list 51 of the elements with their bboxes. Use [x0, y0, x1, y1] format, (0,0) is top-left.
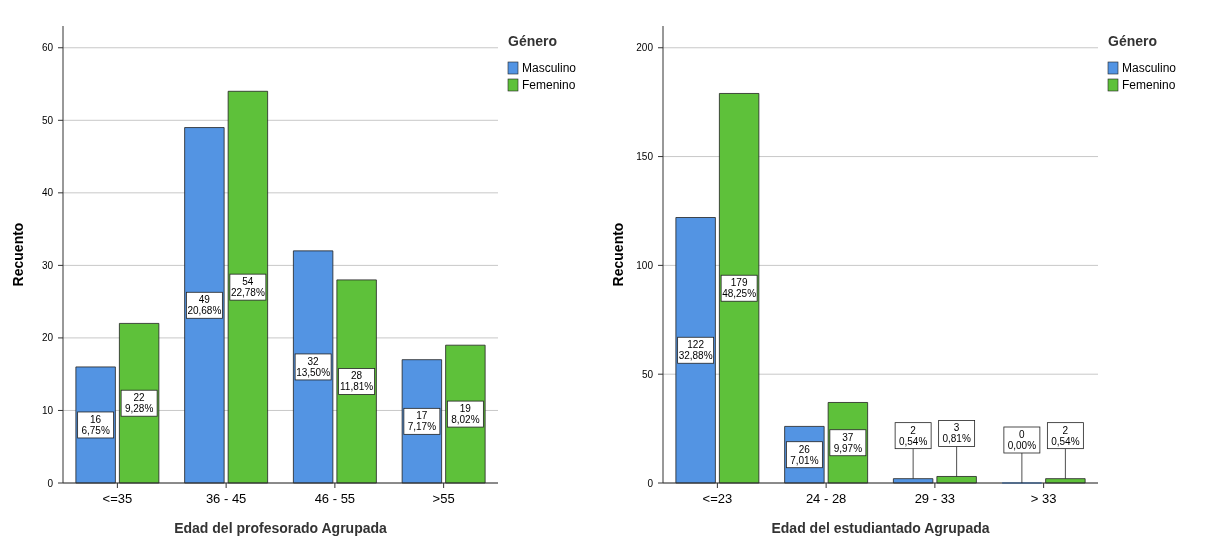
legend-label: Femenino — [1122, 78, 1176, 92]
y-tick-label: 200 — [636, 42, 654, 54]
y-tick-label: 150 — [636, 151, 654, 163]
y-tick-label: 0 — [647, 477, 654, 489]
y-axis-title: Recuento — [610, 222, 626, 287]
data-label: 179 48,25% — [722, 277, 757, 300]
x-tick-label: <=23 — [702, 491, 733, 506]
y-tick-label: 50 — [41, 114, 54, 126]
data-label: 3 0,81% — [942, 422, 971, 445]
x-tick-label: 36 - 45 — [205, 491, 247, 506]
bar — [675, 217, 716, 484]
y-tick-label: 0 — [47, 477, 54, 489]
legend-label: Femenino — [522, 78, 576, 92]
bar — [227, 90, 269, 484]
y-tick-label: 10 — [41, 404, 54, 416]
data-label: 19 8,02% — [451, 403, 480, 426]
legend-label: Masculino — [522, 61, 577, 75]
y-tick-label: 40 — [41, 187, 54, 199]
x-axis-title: Edad del estudiantado Agrupada — [771, 520, 990, 536]
legend-label: Masculino — [1122, 61, 1177, 75]
y-tick-label: 60 — [41, 42, 54, 54]
legend-title: Género — [1108, 33, 1158, 49]
x-tick-label: > 33 — [1030, 491, 1057, 506]
y-tick-label: 50 — [641, 368, 654, 380]
x-tick-label: 24 - 28 — [805, 491, 847, 506]
data-label: 32 13,50% — [296, 355, 331, 378]
legend-title: Género — [508, 33, 558, 49]
data-label: 17 7,17% — [407, 410, 437, 433]
y-axis-title: Recuento — [10, 222, 26, 287]
x-tick-label: 46 - 55 — [314, 491, 356, 506]
y-tick-label: 100 — [636, 259, 654, 271]
bar — [292, 250, 334, 484]
data-label: 54 22,78% — [230, 276, 265, 299]
data-label: 28 11,81% — [340, 370, 374, 393]
data-label: 122 32,88% — [678, 339, 713, 362]
data-label: 0 0,00% — [1007, 429, 1037, 451]
bar — [184, 127, 225, 484]
x-tick-label: >55 — [432, 491, 455, 506]
data-label: 22 9,28% — [124, 392, 154, 415]
x-tick-label: <=35 — [102, 491, 133, 506]
x-tick-label: 29 - 33 — [914, 491, 956, 506]
data-label: 26 7,01% — [790, 443, 819, 466]
bar — [718, 93, 760, 484]
y-tick-label: 30 — [41, 259, 54, 271]
y-tick-label: 20 — [41, 332, 54, 344]
data-label: 16 6,75% — [81, 413, 110, 436]
data-label: 2 0,54% — [898, 424, 928, 447]
x-axis-title: Edad del profesorado Agrupada — [174, 520, 388, 536]
data-label: 2 0,54% — [1051, 424, 1080, 447]
data-label: 37 9,97% — [833, 431, 863, 454]
data-label: 49 20,68% — [187, 294, 222, 317]
